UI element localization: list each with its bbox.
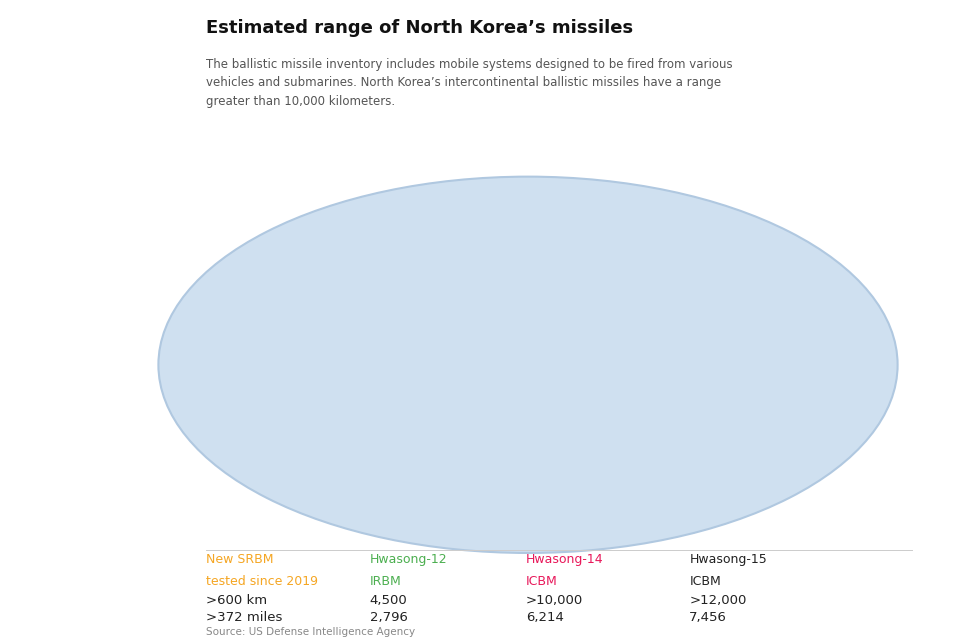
Text: >372 miles: >372 miles <box>206 611 283 624</box>
Text: IRBM: IRBM <box>370 575 401 588</box>
Text: 6,214: 6,214 <box>526 611 564 624</box>
Text: ICBM: ICBM <box>526 575 558 588</box>
Text: Hwasong-15: Hwasong-15 <box>689 554 767 566</box>
Text: >10,000: >10,000 <box>526 594 584 607</box>
Text: 4,500: 4,500 <box>370 594 407 607</box>
Text: ICBM: ICBM <box>689 575 721 588</box>
Text: 2,796: 2,796 <box>370 611 407 624</box>
Text: Hwasong-12: Hwasong-12 <box>370 554 447 566</box>
Text: The ballistic missile inventory includes mobile systems designed to be fired fro: The ballistic missile inventory includes… <box>206 58 733 108</box>
Text: >600 km: >600 km <box>206 594 268 607</box>
Text: 7,456: 7,456 <box>689 611 727 624</box>
Text: Hwasong-14: Hwasong-14 <box>526 554 604 566</box>
Text: Estimated range of North Korea’s missiles: Estimated range of North Korea’s missile… <box>206 19 634 37</box>
Text: tested since 2019: tested since 2019 <box>206 575 319 588</box>
Text: Source: US Defense Intelligence Agency: Source: US Defense Intelligence Agency <box>206 627 416 637</box>
Ellipse shape <box>158 177 898 553</box>
Text: >12,000: >12,000 <box>689 594 747 607</box>
Text: New SRBM: New SRBM <box>206 554 274 566</box>
